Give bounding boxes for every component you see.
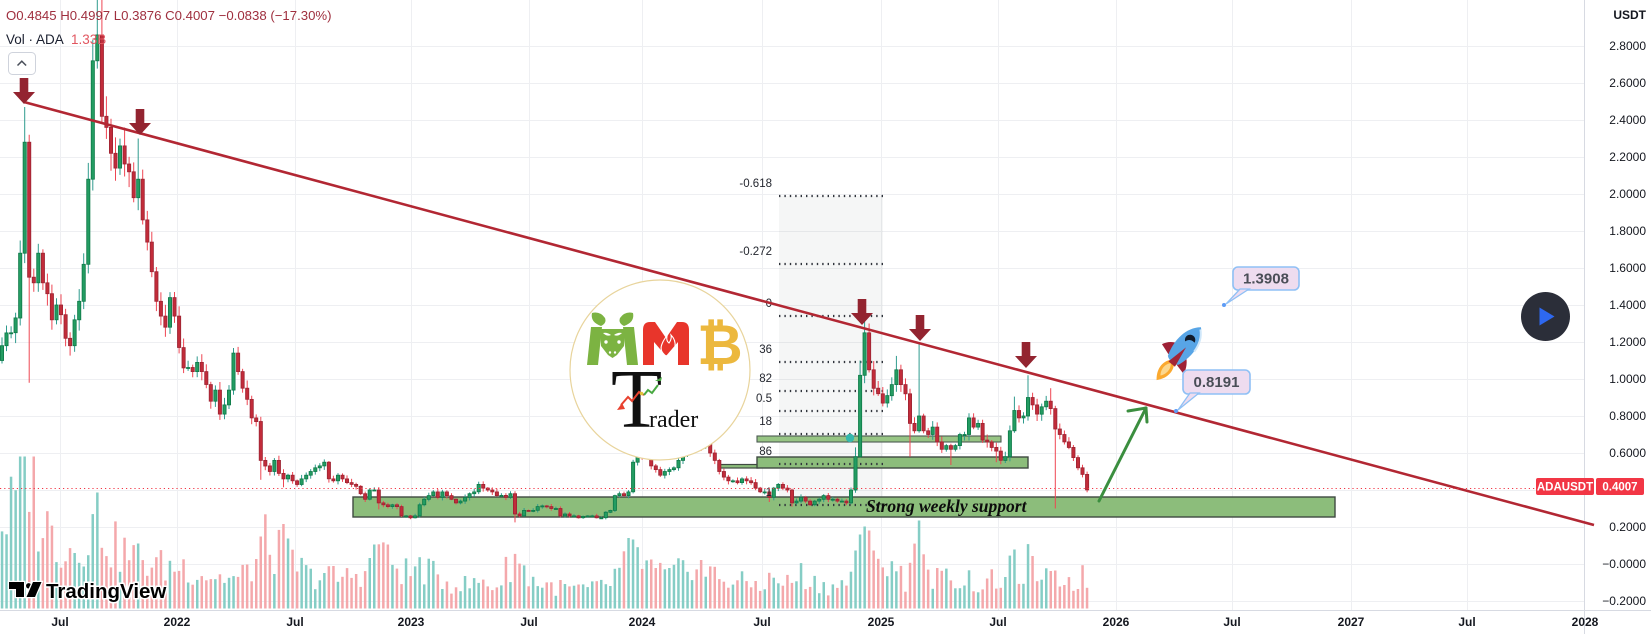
svg-text:0.6000: 0.6000 xyxy=(1609,446,1646,460)
svg-text:0.5: 0.5 xyxy=(756,393,772,405)
svg-text:1.33B: 1.33B xyxy=(71,32,106,47)
svg-text:1.3908: 1.3908 xyxy=(1243,271,1289,288)
svg-text:2025: 2025 xyxy=(868,615,895,629)
svg-text:−0.0000: −0.0000 xyxy=(1602,557,1646,571)
svg-text:Jul: Jul xyxy=(1223,615,1240,629)
svg-text:1.6000: 1.6000 xyxy=(1609,261,1646,275)
svg-text:2.6000: 2.6000 xyxy=(1609,76,1646,90)
svg-text:2022: 2022 xyxy=(164,615,191,629)
svg-text:2027: 2027 xyxy=(1338,615,1365,629)
svg-text:2.2000: 2.2000 xyxy=(1609,150,1646,164)
svg-text:2024: 2024 xyxy=(629,615,656,629)
svg-text:2.0000: 2.0000 xyxy=(1609,187,1646,201)
svg-text:-0.272: -0.272 xyxy=(739,246,772,258)
svg-text:1: 1 xyxy=(766,487,772,499)
svg-text:USDT: USDT xyxy=(1613,8,1646,22)
svg-text:O0.4845 H0.4997 L0.3876 C0.400: O0.4845 H0.4997 L0.3876 C0.4007 −0.0838 … xyxy=(6,8,332,23)
svg-text:2023: 2023 xyxy=(398,615,425,629)
svg-text:0.8191: 0.8191 xyxy=(1194,374,1240,391)
svg-text:18: 18 xyxy=(759,416,772,428)
svg-text:1.2000: 1.2000 xyxy=(1609,335,1646,349)
svg-text:Strong weekly support: Strong weekly support xyxy=(866,496,1028,516)
svg-text:−0.2000: −0.2000 xyxy=(1602,594,1646,608)
svg-text:2026: 2026 xyxy=(1103,615,1130,629)
svg-text:₿: ₿ xyxy=(697,313,743,376)
svg-text:T: T xyxy=(611,353,662,446)
svg-text:0.2000: 0.2000 xyxy=(1609,520,1646,534)
svg-text:ADAUSDT: ADAUSDT xyxy=(1537,482,1593,494)
svg-text:82: 82 xyxy=(759,373,772,385)
svg-text:0.4007: 0.4007 xyxy=(1602,482,1637,494)
svg-text:36: 36 xyxy=(759,344,772,356)
svg-text:Jul: Jul xyxy=(520,615,537,629)
svg-text:Jul: Jul xyxy=(51,615,68,629)
svg-text:rader: rader xyxy=(649,407,698,433)
svg-text:1.4000: 1.4000 xyxy=(1609,298,1646,312)
svg-text:0.8000: 0.8000 xyxy=(1609,409,1646,423)
svg-text:2.4000: 2.4000 xyxy=(1609,113,1646,127)
svg-text:1.8000: 1.8000 xyxy=(1609,224,1646,238)
svg-text:Jul: Jul xyxy=(753,615,770,629)
svg-text:1.0000: 1.0000 xyxy=(1609,372,1646,386)
svg-text:-0.618: -0.618 xyxy=(739,178,772,190)
svg-text:Jul: Jul xyxy=(1458,615,1475,629)
svg-text:Jul: Jul xyxy=(286,615,303,629)
svg-text:2.8000: 2.8000 xyxy=(1609,39,1646,53)
svg-text:2028: 2028 xyxy=(1572,615,1599,629)
svg-text:Jul: Jul xyxy=(989,615,1006,629)
svg-text:TradingView: TradingView xyxy=(46,580,166,603)
svg-text:86: 86 xyxy=(759,446,772,458)
svg-text:Vol · ADA: Vol · ADA xyxy=(6,32,64,47)
